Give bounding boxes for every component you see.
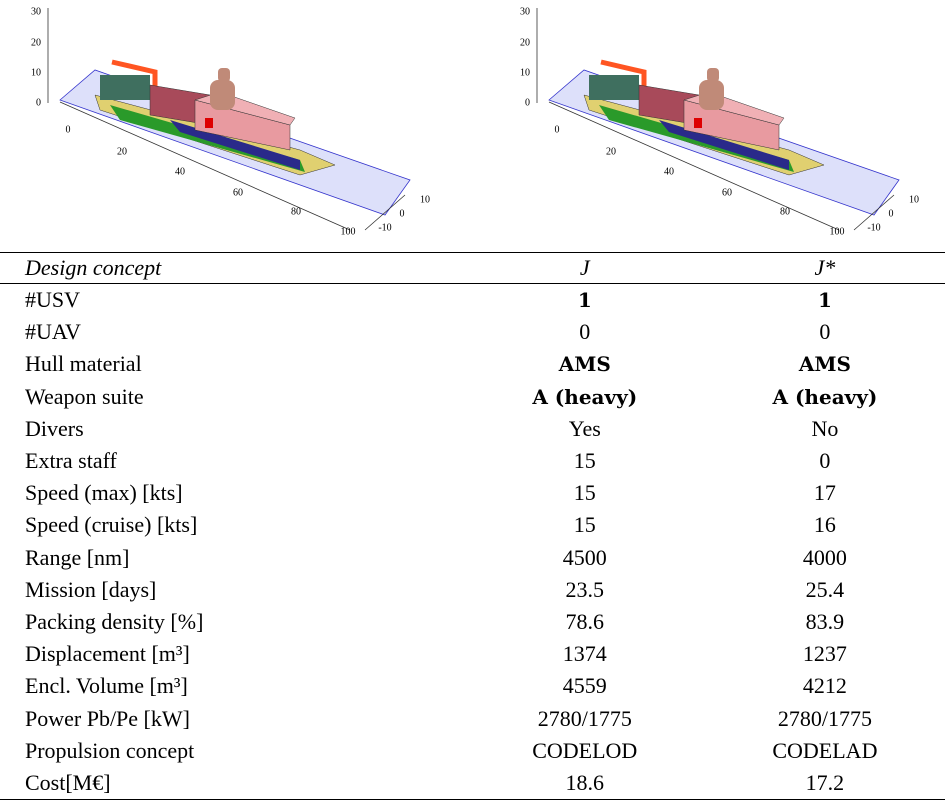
table-cell: A (heavy) — [532, 384, 638, 409]
table-cell: 15 — [573, 448, 596, 474]
design-table: Design concept J J* #USV 1 1 #UAV 0 0 Hull mat… — [0, 252, 945, 800]
table-cell: 17.2 — [704, 766, 945, 800]
table-cell: 83.9 — [805, 608, 845, 634]
table-cell: 1374 — [562, 641, 607, 667]
table-row: Range [nm] 4500 4000 — [0, 542, 945, 574]
table-cell: 25.4 — [805, 576, 845, 602]
table-cell: Encl. Volume [m³] — [25, 673, 188, 699]
z-tick-label: 30 — [31, 6, 41, 17]
x-tick-label: 60 — [233, 187, 243, 198]
table-cell: 15 — [573, 480, 596, 506]
table-row: Hull material AMS AMS — [0, 348, 945, 380]
y-tick-label: 0 — [889, 208, 894, 219]
table-row: #UAV 0 0 — [0, 316, 945, 348]
header-row: Design concept J J* — [0, 252, 945, 284]
table-cell: 1 — [817, 288, 832, 313]
table-cell: Speed (cruise) [kts] — [25, 512, 198, 538]
table-cell: 15 — [573, 512, 596, 538]
y-tick-label: 10 — [909, 194, 919, 205]
y-tick-label: -10 — [867, 222, 880, 233]
x-tick-label: 20 — [606, 146, 616, 157]
table-cell: Speed (max) [kts] — [25, 480, 183, 506]
x-tick-label: 0 — [555, 124, 560, 135]
table-cell: 1237 — [802, 641, 847, 667]
x-tick-label: 20 — [117, 146, 127, 157]
x-tick-label: 40 — [175, 166, 185, 177]
table-cell: Displacement [m³] — [25, 641, 190, 667]
table-cell: Weapon suite — [25, 383, 144, 409]
table-row: Packing density [%] 78.6 83.9 — [0, 606, 945, 638]
header-cell: J — [464, 252, 705, 284]
z-tick-label: 0 — [525, 97, 530, 108]
figures: 3020100020406080100100-10302010002040608… — [31, 0, 919, 237]
y-tick-label: -10 — [378, 222, 391, 233]
table-cell: 2780/1775 — [537, 705, 632, 731]
table-row: Divers Yes No — [0, 413, 945, 445]
y-tick-label: 10 — [420, 194, 430, 205]
table-row: Encl. Volume [m³] 4559 4212 — [0, 670, 945, 702]
table-cell: Mission [days] — [25, 576, 157, 602]
table-row: Extra staff 15 0 — [0, 445, 945, 477]
x-tick-label: 80 — [780, 206, 790, 217]
table-row: Speed (max) [kts] 15 17 — [0, 477, 945, 509]
table-cell: Extra staff — [25, 448, 117, 474]
ship-render — [537, 8, 899, 230]
table-cell: 4500 — [562, 544, 607, 570]
table-row: Weapon suite A (heavy) A (heavy) — [0, 381, 945, 413]
table-cell: 23.5 — [565, 576, 605, 602]
table-cell: #UAV — [25, 319, 81, 345]
y-tick-label: 0 — [400, 208, 405, 219]
table-row: Mission [days] 23.5 25.4 — [0, 574, 945, 606]
table-cell: Packing density [%] — [25, 608, 204, 634]
table-row: #USV 1 1 — [0, 284, 945, 317]
table-cell: Cost[M€] — [0, 766, 465, 800]
table-cell: CODELOD — [532, 737, 638, 763]
table-cell: No — [811, 415, 839, 441]
table-cell: Power Pb/Pe [kW] — [25, 705, 190, 731]
table-cell: 16 — [813, 512, 836, 538]
table-row: Speed (cruise) [kts] 15 16 — [0, 509, 945, 541]
z-tick-label: 20 — [31, 37, 41, 48]
table-cell: Divers — [25, 415, 84, 441]
table-cell: 4212 — [802, 673, 847, 699]
table-row: Propulsion concept CODELOD CODELAD — [0, 735, 945, 767]
table-cell: Yes — [568, 415, 601, 441]
table-cell: 0 — [819, 319, 831, 345]
table-cell: A (heavy) — [772, 384, 878, 409]
ship-render — [48, 8, 410, 230]
table-cell: 0 — [819, 448, 831, 474]
header-cell: Design concept — [0, 252, 465, 284]
z-tick-label: 20 — [520, 37, 530, 48]
table-cell: AMS — [798, 352, 851, 377]
z-tick-label: 30 — [520, 6, 530, 17]
x-tick-label: 100 — [830, 226, 845, 237]
table-cell: AMS — [558, 352, 611, 377]
table-cell: Range [nm] — [25, 544, 130, 570]
table-cell: 18.6 — [464, 766, 705, 800]
table-cell: Hull material — [25, 351, 142, 377]
x-tick-label: 80 — [291, 206, 301, 217]
table-cell: 4559 — [562, 673, 607, 699]
table-row: Power Pb/Pe [kW] 2780/1775 2780/1775 — [0, 702, 945, 734]
table-cell: #USV — [25, 287, 81, 313]
table-cell: CODELAD — [772, 737, 878, 763]
x-tick-label: 0 — [66, 124, 71, 135]
z-tick-label: 0 — [36, 97, 41, 108]
table-cell: 78.6 — [565, 608, 605, 634]
table-cell: 2780/1775 — [777, 705, 872, 731]
z-tick-label: 10 — [520, 67, 530, 78]
table-cell: Propulsion concept — [25, 737, 195, 763]
table-cell: 17 — [813, 480, 836, 506]
table-cell: 0 — [579, 319, 591, 345]
x-tick-label: 40 — [664, 166, 674, 177]
z-tick-label: 10 — [31, 67, 41, 78]
table-cell: 4000 — [802, 544, 847, 570]
x-tick-label: 60 — [722, 187, 732, 198]
x-tick-label: 100 — [341, 226, 356, 237]
table-cell: 1 — [577, 288, 592, 313]
header-cell: J* — [704, 252, 945, 284]
table-row: Displacement [m³] 1374 1237 — [0, 638, 945, 670]
table-row: Cost[M€] 18.6 17.2 — [0, 766, 945, 800]
